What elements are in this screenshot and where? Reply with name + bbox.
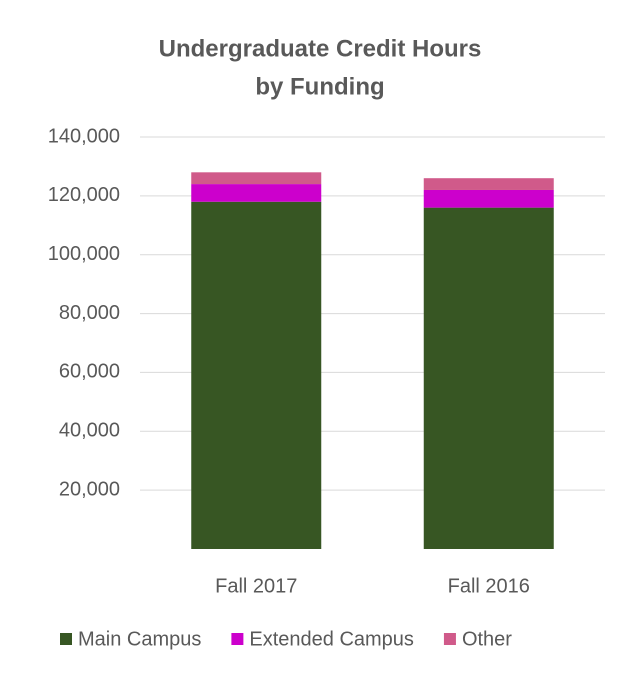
chart-title: by Funding [255, 73, 384, 100]
y-tick-label: 20,000 [59, 478, 120, 500]
y-tick-label: 80,000 [59, 302, 120, 324]
legend-label: Main Campus [78, 628, 201, 650]
bar-segment [191, 172, 322, 185]
legend-swatch [60, 633, 72, 645]
bar-segment [191, 201, 322, 549]
x-tick-label: Fall 2017 [215, 575, 297, 597]
bar-segment [423, 178, 554, 190]
legend-swatch [443, 633, 456, 645]
bar-segment [191, 184, 322, 202]
y-tick-label: 60,000 [59, 361, 120, 383]
y-tick-label: 140,000 [48, 125, 120, 147]
x-tick-label: Fall 2016 [448, 575, 530, 597]
y-tick-label: 40,000 [59, 420, 120, 442]
legend-label: Extended Campus [249, 628, 414, 650]
y-tick-label: 120,000 [48, 184, 120, 206]
y-tick-label: 100,000 [48, 243, 120, 265]
legend-label: Other [462, 628, 512, 650]
bar-segment [423, 207, 554, 549]
chart-title: Undergraduate Credit Hours [159, 35, 482, 62]
bar-segment [423, 189, 554, 208]
legend-swatch [231, 633, 244, 645]
